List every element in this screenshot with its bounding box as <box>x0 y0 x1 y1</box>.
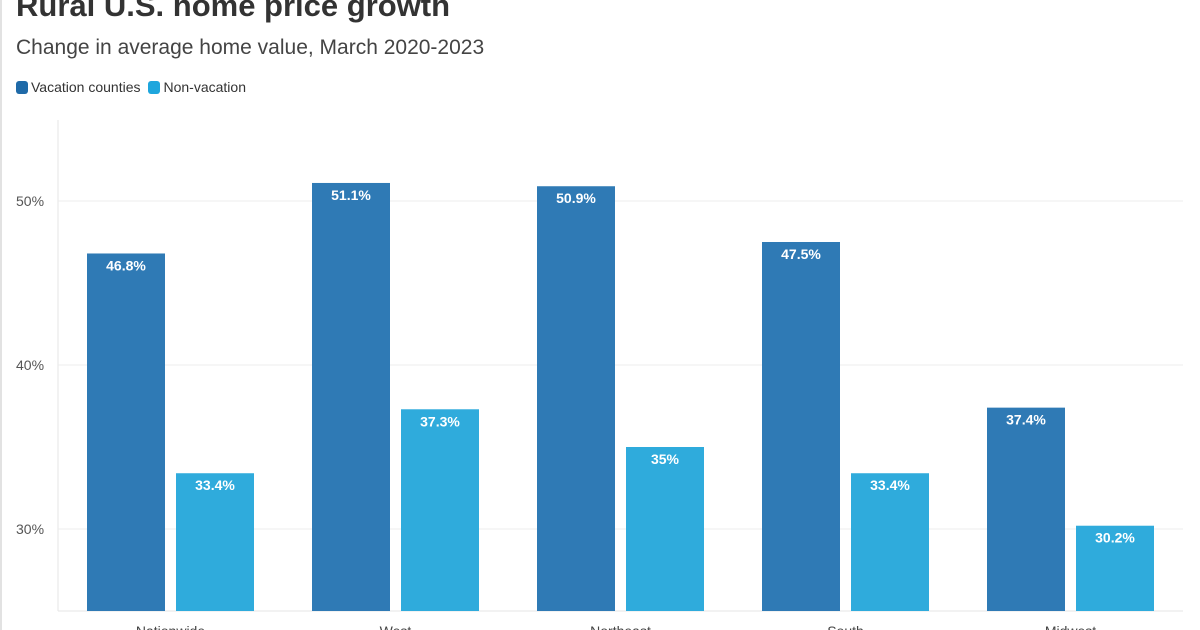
x-tick-label: West <box>380 623 412 630</box>
y-tick-label: 30% <box>16 521 44 537</box>
chart-title: Rural U.S. home price growth <box>16 0 451 23</box>
data-label: 35% <box>651 451 680 467</box>
bar-vacation <box>762 242 840 611</box>
legend: Vacation counties Non-vacation <box>16 79 246 95</box>
x-tick-label: Northeast <box>590 623 651 630</box>
bar-non-vacation <box>626 447 704 611</box>
data-label: 51.1% <box>331 187 371 203</box>
legend-item-vacation[interactable]: Vacation counties <box>16 79 140 95</box>
data-label: 46.8% <box>106 257 146 273</box>
legend-label-non-vacation: Non-vacation <box>163 79 246 95</box>
data-label: 33.4% <box>195 477 235 493</box>
bar-vacation <box>87 253 165 612</box>
legend-swatch-vacation <box>16 80 28 94</box>
frame-border <box>0 0 2 630</box>
data-label: 47.5% <box>781 246 821 262</box>
y-tick-label: 50% <box>16 193 44 209</box>
bar-vacation <box>987 407 1065 611</box>
bar-non-vacation <box>851 473 929 611</box>
data-label: 37.3% <box>420 413 460 429</box>
legend-label-vacation: Vacation counties <box>31 79 141 95</box>
bar-non-vacation <box>176 473 254 611</box>
bar-non-vacation <box>1076 525 1154 611</box>
x-tick-label: Midwest <box>1045 623 1096 630</box>
data-label: 33.4% <box>870 477 910 493</box>
bar-vacation <box>312 182 390 611</box>
legend-swatch-non-vacation <box>148 80 161 94</box>
legend-item-non-vacation[interactable]: Non-vacation <box>148 79 246 95</box>
x-tick-label: Nationwide <box>136 623 205 630</box>
data-label: 30.2% <box>1095 530 1135 546</box>
data-label: 50.9% <box>556 190 596 206</box>
y-tick-label: 40% <box>16 357 44 373</box>
bar-vacation <box>537 186 615 612</box>
bar-non-vacation <box>401 409 479 611</box>
chart-subtitle: Change in average home value, March 2020… <box>16 36 485 59</box>
x-tick-label: South <box>827 623 864 630</box>
data-label: 37.4% <box>1006 412 1046 428</box>
